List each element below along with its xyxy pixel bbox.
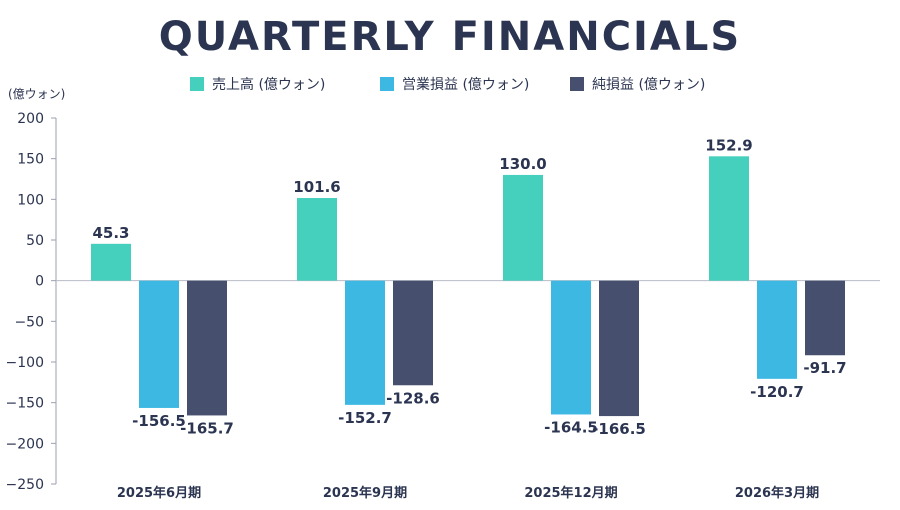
bar <box>139 280 179 408</box>
legend-swatch <box>570 77 584 91</box>
data-label: -128.6 <box>386 389 440 407</box>
data-label: 152.9 <box>705 136 752 154</box>
bar <box>297 198 337 281</box>
y-tick-label: 200 <box>17 111 44 127</box>
bar <box>805 280 845 356</box>
data-label: 130.0 <box>499 155 546 173</box>
bars <box>91 156 845 417</box>
data-label: 101.6 <box>293 178 340 196</box>
value-labels: 45.3 -156.5-165.7 101.6 -152.7 -128.6 130.0 -1… <box>92 136 846 438</box>
legend: 売上高 (億ウォン) 営業損益 (億ウォン) 純損益 (億ウォン) <box>190 76 705 93</box>
bar <box>345 280 385 405</box>
bar <box>757 280 797 379</box>
x-category-label: 2025年9月期 <box>323 485 407 501</box>
bar <box>91 243 131 281</box>
x-category-label: 2026年3月期 <box>735 485 819 501</box>
bar <box>551 280 591 415</box>
data-label: -166.5 <box>592 420 646 438</box>
legend-swatch <box>380 77 394 91</box>
chart-title: QUARTERLY FINANCIALS <box>159 14 741 60</box>
y-tick-label: −200 <box>6 436 44 452</box>
axes: −250 −200 −150 −100 −50 0 50 100 150 200 2025年6月期 2… <box>6 111 880 501</box>
data-label: -156.5 <box>132 412 186 430</box>
bar <box>187 280 227 416</box>
y-tick-label: 0 <box>35 274 44 290</box>
legend-swatch <box>190 77 204 91</box>
bar <box>503 174 543 281</box>
y-tick-label: −100 <box>6 355 44 371</box>
bar <box>393 280 433 386</box>
y-tick-label: −50 <box>14 314 44 330</box>
data-label: 45.3 <box>92 224 129 242</box>
data-label: -164.5 <box>544 418 598 436</box>
y-tick-label: 150 <box>17 152 44 168</box>
data-label: -165.7 <box>180 419 234 437</box>
y-axis-unit-label: (億ウォン) <box>8 87 65 101</box>
legend-label: 純損益 (億ウォン) <box>592 77 705 93</box>
x-category-label: 2025年6月期 <box>117 485 201 501</box>
bar <box>709 156 749 281</box>
data-label: -120.7 <box>750 383 804 401</box>
y-tick-label: 100 <box>17 192 44 208</box>
data-label: -91.7 <box>803 359 846 377</box>
y-tick-label: 50 <box>26 233 44 249</box>
bar <box>599 280 639 417</box>
data-label: -152.7 <box>338 409 392 427</box>
y-tick-label: −150 <box>6 396 44 412</box>
legend-label: 売上高 (億ウォン) <box>212 76 325 93</box>
legend-label: 営業損益 (億ウォン) <box>402 77 529 93</box>
x-category-label: 2025年12月期 <box>524 485 617 501</box>
y-tick-label: −250 <box>6 477 44 493</box>
